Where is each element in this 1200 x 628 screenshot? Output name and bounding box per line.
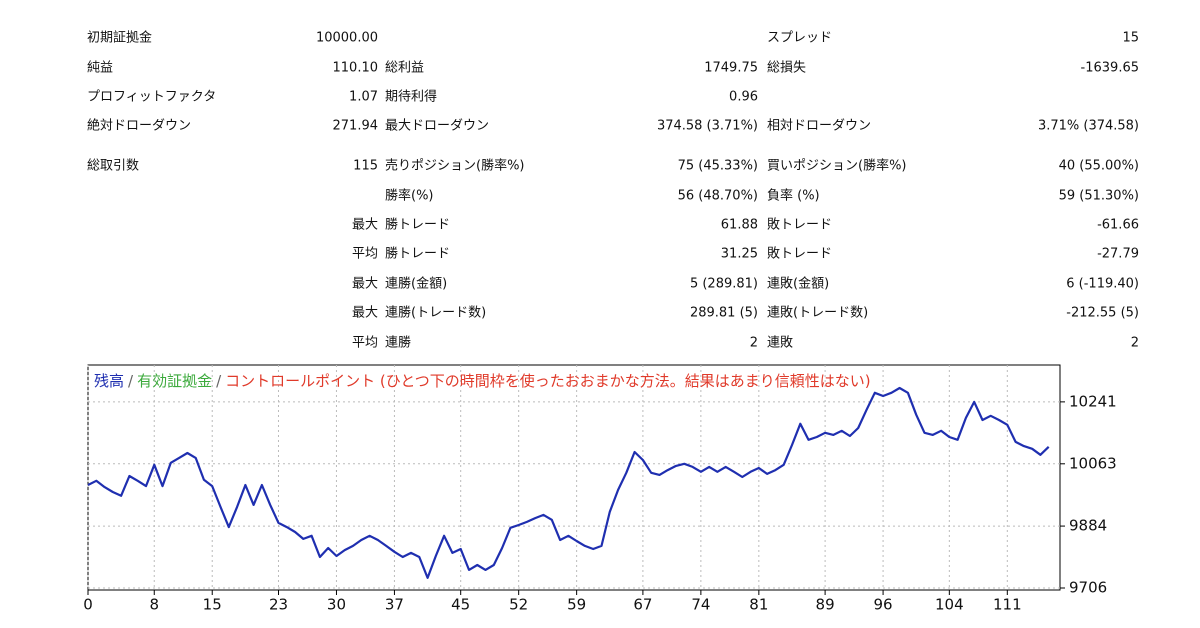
stat-value: 10000.00 (316, 31, 378, 46)
x-tick-label: 96 (874, 596, 893, 614)
x-tick-label: 89 (816, 596, 835, 614)
stat-label: プロフィットファクタ (87, 90, 216, 105)
legend-item: コントロールポイント (ひとつ下の時間枠を使ったおおまかな方法。結果はあまり信頼… (225, 372, 870, 390)
stat-value: 115 (353, 159, 378, 174)
stat-value: 最大 (352, 218, 378, 233)
y-tick-label: 10241 (1069, 392, 1117, 410)
legend-separator: / (216, 372, 222, 390)
stat-label: 連勝 (385, 336, 411, 351)
stat-value: 40 (55.00%) (1059, 159, 1139, 174)
stat-value: 0.96 (729, 90, 758, 105)
stat-value: 最大 (352, 306, 378, 321)
stat-label: 総取引数 (87, 159, 139, 174)
y-tick-label: 9884 (1069, 517, 1107, 535)
stat-label: 連敗(トレード数) (767, 306, 868, 321)
x-tick-label: 111 (993, 596, 1022, 614)
stat-label: 勝トレード (385, 247, 450, 262)
x-tick-label: 81 (749, 596, 768, 614)
x-tick-label: 45 (451, 596, 470, 614)
stat-label: 絶対ドローダウン (87, 118, 191, 134)
stat-label: 総利益 (385, 61, 424, 76)
stat-label: 純益 (87, 61, 113, 76)
x-tick-label: 74 (691, 596, 710, 614)
stat-label: 敗トレード (767, 247, 832, 262)
stat-value: 5 (289.81) (690, 277, 758, 292)
legend-item: 残高 (94, 372, 124, 390)
stat-value: 1749.75 (704, 61, 758, 76)
x-tick-label: 67 (633, 596, 652, 614)
x-tick-label: 59 (567, 596, 586, 614)
stat-label: 最大ドローダウン (385, 119, 489, 134)
stat-value: -1639.65 (1081, 61, 1139, 76)
x-tick-label: 104 (935, 596, 964, 614)
stat-value: -27.79 (1097, 247, 1139, 262)
stat-label: 連敗(金額) (767, 276, 829, 292)
stat-value: -61.66 (1097, 218, 1139, 233)
x-tick-label: 8 (149, 596, 159, 614)
stat-label: 連勝(トレード数) (385, 306, 486, 321)
x-tick-label: 37 (385, 596, 404, 614)
stat-label: 売りポジション(勝率%) (385, 158, 525, 174)
stat-value: 2 (1131, 336, 1139, 351)
x-tick-label: 0 (83, 596, 93, 614)
stat-value: 271.94 (333, 119, 379, 134)
stat-label: 敗トレード (767, 218, 832, 233)
x-tick-label: 52 (509, 596, 528, 614)
stat-value: 6 (-119.40) (1066, 277, 1139, 292)
y-tick-label: 9706 (1069, 579, 1107, 597)
stat-value: 289.81 (5) (690, 306, 758, 321)
stat-value: 59 (51.30%) (1059, 189, 1139, 204)
stat-value: 1.07 (349, 90, 378, 105)
x-tick-label: 30 (327, 596, 346, 614)
x-tick-label: 15 (203, 596, 222, 614)
stat-value: 61.88 (721, 218, 758, 233)
stat-value: 2 (750, 336, 758, 351)
stat-value: 最大 (352, 277, 378, 292)
stat-label: 勝トレード (385, 218, 450, 233)
stat-label: 連敗 (767, 336, 793, 351)
stat-label: 買いポジション(勝率%) (767, 158, 907, 174)
stat-value: 56 (48.70%) (678, 189, 758, 204)
stat-label: 期待利得 (385, 89, 437, 105)
legend-item: 有効証拠金 (137, 372, 212, 390)
stat-value: 3.71% (374.58) (1038, 119, 1139, 134)
stat-value: 110.10 (333, 61, 379, 76)
balance-line (87, 386, 1050, 579)
stat-value: -212.55 (5) (1066, 306, 1139, 321)
stat-label: 相対ドローダウン (767, 119, 871, 134)
stat-value: 15 (1122, 31, 1139, 46)
stat-value: 平均 (352, 247, 378, 262)
stat-label: 連勝(金額) (385, 276, 447, 292)
stat-value: 31.25 (721, 247, 758, 262)
stat-label: スプレッド (767, 31, 832, 46)
legend-separator: / (128, 372, 134, 390)
stat-label: 総損失 (767, 61, 806, 76)
y-tick-label: 10063 (1069, 454, 1117, 472)
stat-label: 負率 (%) (767, 188, 820, 204)
chart-frame (87, 364, 1061, 591)
stat-label: 初期証拠金 (87, 30, 152, 46)
stat-label: 勝率(%) (385, 188, 434, 204)
legend: 残高 / 有効証拠金 / コントロールポイント (ひとつ下の時間枠を使ったおおまかな方法… (94, 372, 871, 390)
stat-value: 75 (45.33%) (678, 159, 758, 174)
stat-value: 平均 (352, 336, 378, 351)
stat-value: 374.58 (3.71%) (657, 119, 758, 134)
x-tick-label: 23 (269, 596, 288, 614)
